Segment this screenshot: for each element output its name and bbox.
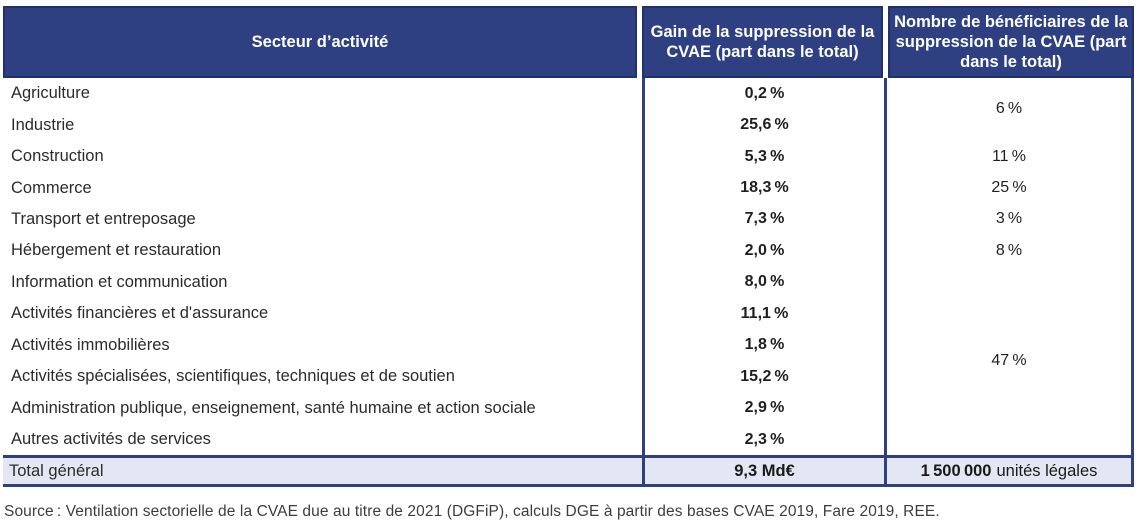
sector-cell: Agriculture: [11, 84, 90, 103]
total-row: Total général 9,3 Md€ 1 500 000 unités l…: [3, 455, 1134, 488]
sector-cell: Transport et entreposage: [11, 209, 196, 228]
gain-cell: 2,3 %: [642, 423, 887, 456]
gain-cell: 2,9 %: [642, 392, 887, 424]
sector-cell: Activités immobilières: [11, 335, 170, 354]
gain-cell: 11,1 %: [642, 298, 887, 330]
sector-cell: Activités spécialisées, scientifiques, t…: [11, 367, 455, 386]
total-label: Total général: [9, 461, 104, 480]
beneficiaries-cell: 8 %: [887, 235, 1134, 267]
sector-cell: Information et communication: [11, 272, 228, 291]
beneficiaries-cell: 47 %: [887, 266, 1134, 456]
gain-cell: 2,0 %: [642, 235, 887, 267]
sector-cell: Autres activités de services: [11, 430, 211, 449]
table-body: Agriculture Industrie Construction Comme…: [3, 78, 1134, 456]
header-cell-beneficiaries: Nombre de bénéficiaires de la suppressio…: [888, 6, 1134, 78]
header-cell-sector: Secteur d’activité: [3, 6, 637, 78]
sector-cell: Commerce: [11, 178, 92, 197]
total-beneficiaries: 1 500 000 unités légales: [887, 458, 1134, 485]
gain-cell: 1,8 %: [642, 329, 887, 361]
total-beneficiaries-value: 1 500 000: [920, 461, 992, 480]
gain-cell: 8,0 %: [642, 266, 887, 299]
gain-cell: 25,6 %: [642, 109, 887, 141]
total-beneficiaries-unit: unités légales: [996, 461, 1098, 480]
sector-cell: Industrie: [11, 115, 75, 134]
beneficiaries-cell: 6 %: [887, 78, 1134, 141]
gain-cell: 15,2 %: [642, 360, 887, 393]
sector-cell: Construction: [11, 147, 104, 166]
beneficiaries-cell: 3 %: [887, 203, 1134, 236]
sector-cell: Activités financières et d'assurance: [11, 304, 269, 323]
gain-cell: 7,3 %: [642, 203, 887, 236]
beneficiaries-cell: 11 %: [887, 140, 1134, 173]
sector-cell: Administration publique, enseignement, s…: [11, 398, 536, 417]
total-gain: 9,3 Md€: [642, 458, 887, 485]
gain-cell: 5,3 %: [642, 140, 887, 173]
source-note: Source : Ventilation sectorielle de la C…: [4, 503, 940, 520]
cvae-table: Secteur d’activité Gain de la suppressio…: [3, 6, 1134, 488]
gain-cell: 0,2 %: [642, 78, 887, 110]
beneficiaries-cell: 25 %: [887, 172, 1134, 204]
gain-cell: 18,3 %: [642, 172, 887, 204]
header-cell-gain: Gain de la suppression de la CVAE (part …: [642, 6, 883, 78]
sector-cell: Hébergement et restauration: [11, 241, 222, 260]
table-header-row: Secteur d’activité Gain de la suppressio…: [3, 6, 1134, 78]
